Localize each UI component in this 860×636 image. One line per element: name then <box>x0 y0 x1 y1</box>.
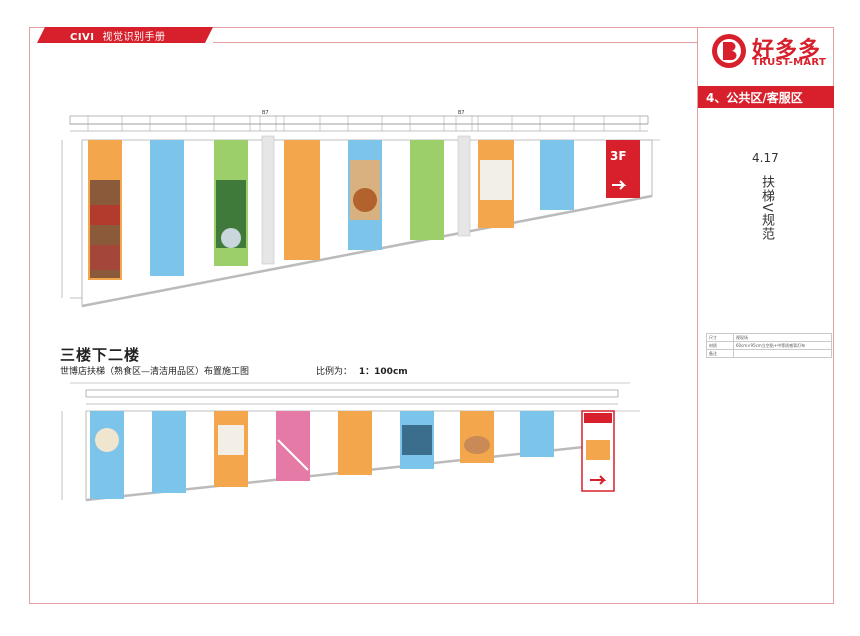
spec-table: 尺寸 视现场 材质 60cm×95cm立空贴+中等质感背灯布 备注 <box>706 333 832 358</box>
panel-blue-fish <box>400 411 434 469</box>
dimension-ruler-bottom <box>85 389 619 398</box>
svg-text:3F: 3F <box>610 149 627 163</box>
dim-tag: B7 <box>458 110 465 116</box>
panel-orange <box>338 411 372 475</box>
panel-green <box>410 140 444 240</box>
dimension-ticks <box>87 116 641 131</box>
panel-blue-small <box>520 411 554 457</box>
panel-promo-sign <box>581 410 615 492</box>
panel-orange-tea <box>214 411 248 487</box>
panel-orange-bread <box>460 411 494 463</box>
drawing-title: 三楼下二楼 <box>60 346 141 364</box>
spec-value <box>733 349 832 358</box>
vertical-page-title: 扶梯V规范 <box>759 175 774 241</box>
panel-green-vegetables <box>214 140 248 266</box>
section-bar <box>698 86 834 108</box>
scale-label: 比例为： <box>316 367 353 377</box>
drawing-subtitle: 世博店扶梯（熟食区—清洁用品区）布置施工图 <box>60 367 250 377</box>
page-number: 4.17 <box>752 151 779 165</box>
panel-blue-meal <box>348 140 382 250</box>
logo-english-name: TRUST-MART <box>752 57 827 68</box>
logo-chinese-name: 好多多 <box>752 38 822 63</box>
drawing-scale: 比例为： 1：100cm <box>316 364 408 377</box>
section-label: 4、公共区/客服区 <box>706 91 803 105</box>
panel-orange-dairy <box>478 140 514 228</box>
brand-mark: CIVI <box>70 32 95 43</box>
panel-directional-sign: 3F <box>606 140 640 198</box>
panel-orange-food <box>88 140 122 280</box>
panel-blue-dish <box>90 411 124 499</box>
header-banner <box>37 27 213 43</box>
header-rule <box>213 42 697 43</box>
panel-pink-tools <box>276 411 310 481</box>
header-title: CIVI 视觉识别手册 <box>70 28 166 43</box>
panel-orange <box>284 140 320 260</box>
dim-tag: B7 <box>262 110 269 116</box>
manual-title: 视觉识别手册 <box>102 32 166 43</box>
page-frame <box>29 27 834 604</box>
panel-blue-small <box>540 140 574 210</box>
scale-value: 1：100cm <box>358 367 408 377</box>
spec-row: 备注 <box>706 349 832 358</box>
sidebar-divider <box>697 27 698 604</box>
panel-blue <box>152 411 186 493</box>
panel-blue <box>150 140 184 276</box>
